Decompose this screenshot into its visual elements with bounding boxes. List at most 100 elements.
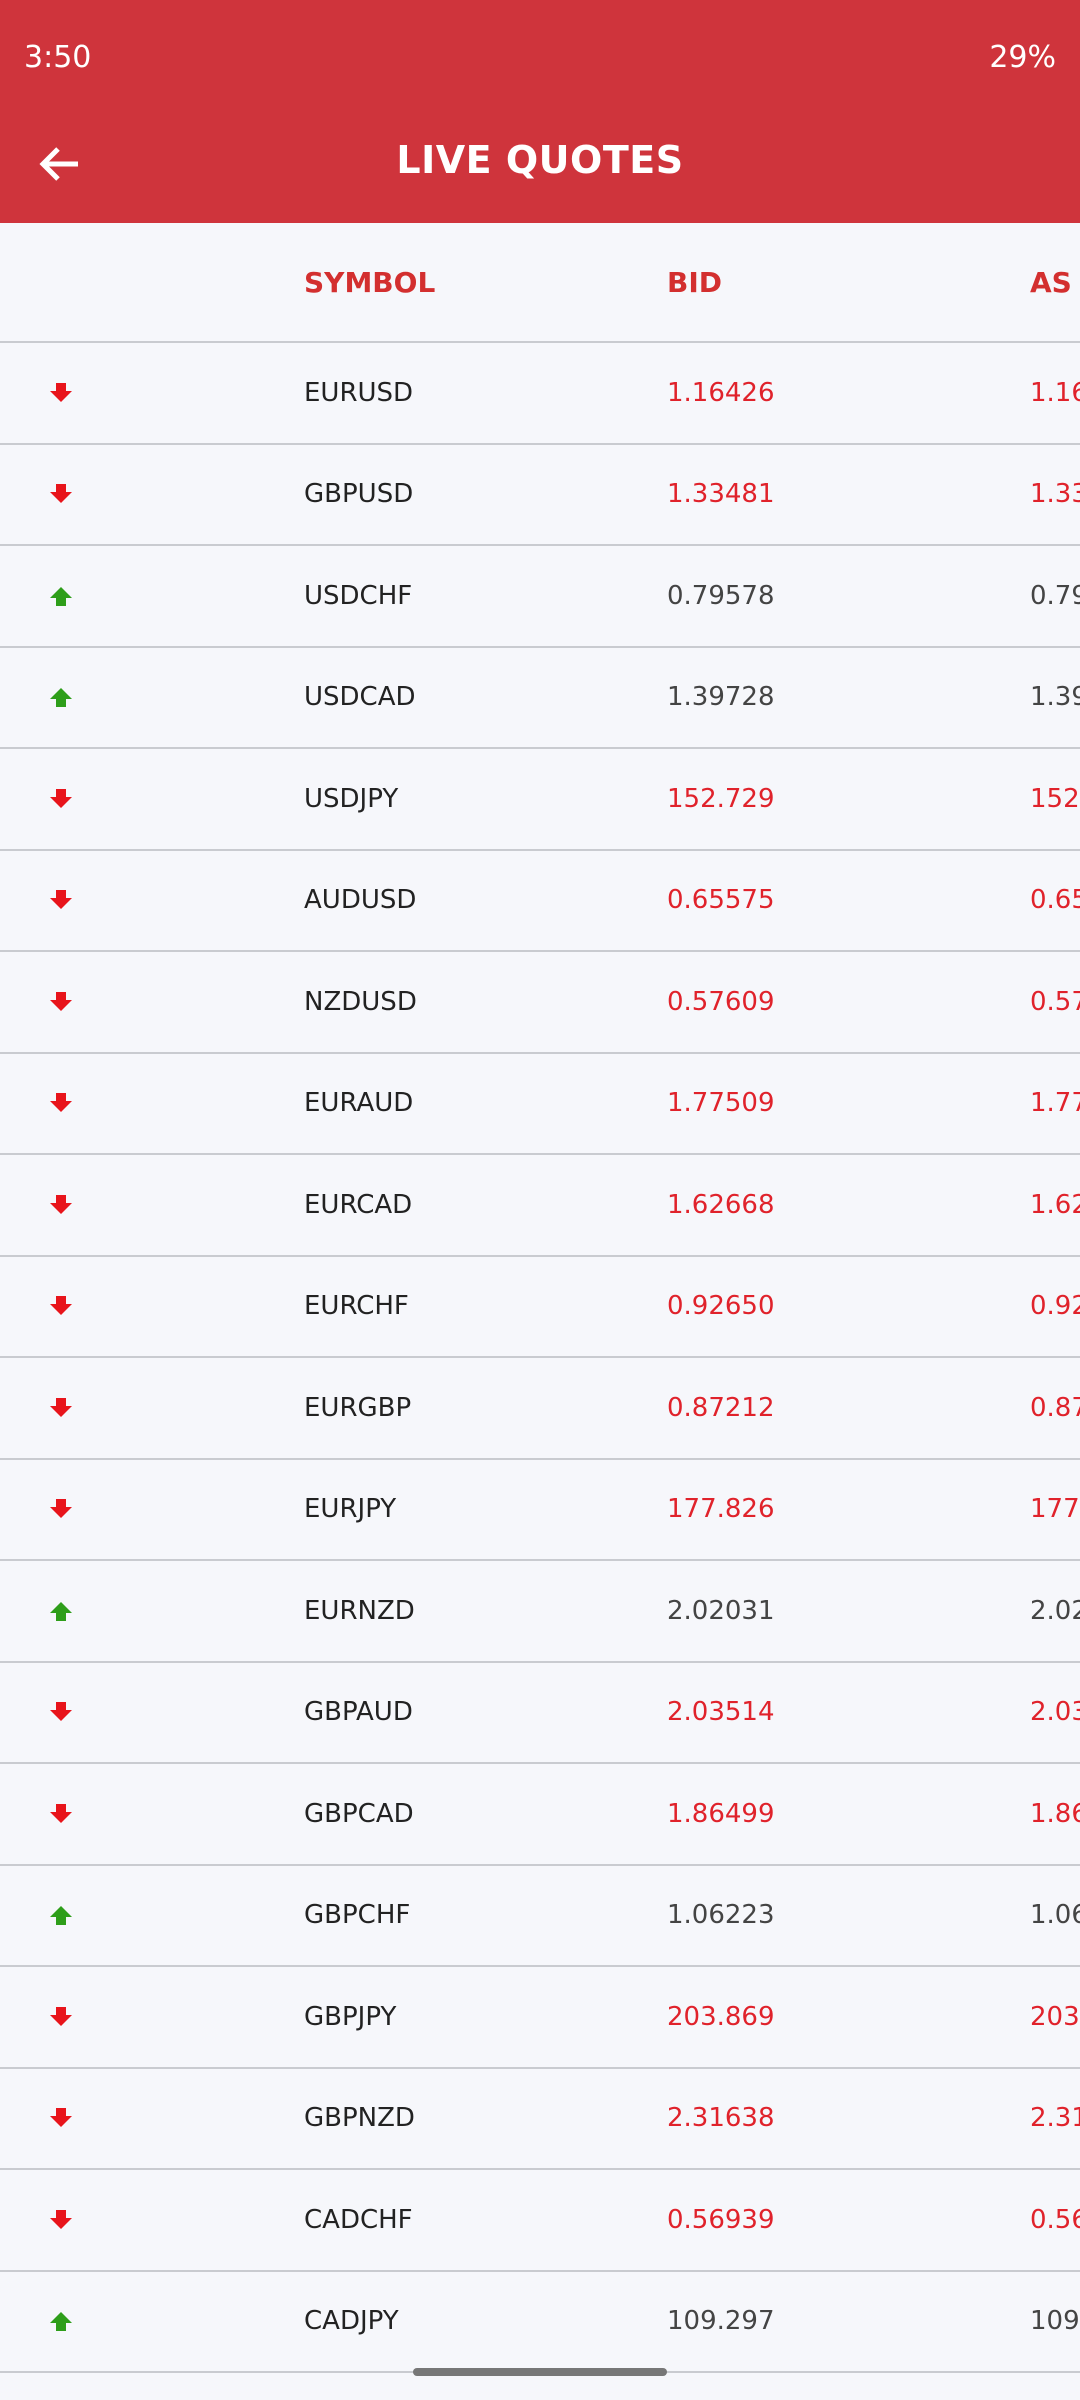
quote-row[interactable]: USDCHF 0.79578 0.79 xyxy=(0,546,1080,648)
ask: 1.06 xyxy=(1030,1900,1080,1931)
column-header: SYMBOL xyxy=(304,265,436,299)
direction-icon xyxy=(48,2170,74,2270)
arrow xyxy=(50,484,72,504)
quote-row[interactable]: GBPCAD 1.86499 1.86 xyxy=(0,1764,1080,1866)
bid: 1.77509 xyxy=(667,1088,775,1119)
app-bar: 3:50 29% LIVE QUOTES xyxy=(0,0,1080,223)
bid: 1.39728 xyxy=(667,682,775,713)
direction-icon xyxy=(48,1866,74,1966)
ask: 0.87 xyxy=(1030,1392,1080,1423)
symbol: GBPJPY xyxy=(304,2001,397,2032)
ask: 2.31 xyxy=(1030,2103,1080,2134)
ask: 1.62 xyxy=(1030,1189,1080,1220)
bid: 2.02031 xyxy=(667,1595,775,1626)
ask: 0.56 xyxy=(1030,2204,1080,2235)
direction-icon xyxy=(48,445,74,545)
quote-row[interactable]: NZDUSD 0.57609 0.57 xyxy=(0,952,1080,1054)
bid: 2.31638 xyxy=(667,2103,775,2134)
symbol: GBPUSD xyxy=(304,479,414,510)
ask: 1.77 xyxy=(1030,1088,1080,1119)
quote-row[interactable]: EURAUD 1.77509 1.77 xyxy=(0,1054,1080,1155)
direction-icon xyxy=(48,1764,74,1864)
quote-row[interactable]: GBPAUD 2.03514 2.03 xyxy=(0,1663,1080,1764)
symbol: EURGBP xyxy=(304,1392,412,1423)
arrow xyxy=(50,2006,72,2026)
quote-row[interactable]: AUDUSD 0.65575 0.65 xyxy=(0,851,1080,952)
arrow xyxy=(50,991,72,1011)
symbol: EURCAD xyxy=(304,1189,413,1220)
back-button[interactable] xyxy=(38,144,82,184)
status-time: 3:50 xyxy=(24,40,92,75)
quote-row[interactable]: CADJPY 109.297 109 xyxy=(0,2272,1080,2373)
ask: 177. xyxy=(1030,1494,1080,1525)
status-battery: 29% xyxy=(989,40,1056,75)
quote-row[interactable]: EURCAD 1.62668 1.62 xyxy=(0,1155,1080,1257)
direction-icon xyxy=(48,343,74,443)
ask: 0.79 xyxy=(1030,580,1080,611)
arrow xyxy=(50,890,72,910)
quote-row[interactable]: EURNZD 2.02031 2.02 xyxy=(0,1561,1080,1663)
arrow xyxy=(50,2209,72,2229)
ask: 109 xyxy=(1030,2306,1080,2337)
symbol: NZDUSD xyxy=(304,986,417,1017)
quote-row[interactable]: EURJPY 177.826 177. xyxy=(0,1460,1080,1561)
direction-icon xyxy=(48,1967,74,2067)
bid: 0.56939 xyxy=(667,2204,775,2235)
bid: 0.79578 xyxy=(667,580,775,611)
column-header: BID xyxy=(667,265,723,299)
direction-icon xyxy=(48,648,74,748)
symbol: EURNZD xyxy=(304,1595,415,1626)
symbol: USDJPY xyxy=(304,783,399,814)
quote-row[interactable]: USDJPY 152.729 152. xyxy=(0,749,1080,851)
symbol: CADJPY xyxy=(304,2306,399,2337)
quote-row[interactable]: EURUSD 1.16426 1.164 xyxy=(0,343,1080,445)
arrow xyxy=(50,1803,72,1823)
ask: 2.03 xyxy=(1030,1697,1080,1728)
direction-icon xyxy=(48,749,74,849)
symbol: CADCHF xyxy=(304,2204,413,2235)
bid: 1.06223 xyxy=(667,1900,775,1931)
arrow xyxy=(50,688,72,708)
bid: 152.729 xyxy=(667,783,775,814)
bid: 1.86499 xyxy=(667,1798,775,1829)
quote-row[interactable]: GBPJPY 203.869 203 xyxy=(0,1967,1080,2069)
quotes-table: SYMBOL BID AS EURUSD 1.16426 1.164 GBPUSD 1.334… xyxy=(0,223,1080,2373)
symbol: GBPNZD xyxy=(304,2103,415,2134)
ask: 152. xyxy=(1030,783,1080,814)
ask: 1.39 xyxy=(1030,682,1080,713)
arrow xyxy=(50,1702,72,1722)
ask: 203 xyxy=(1030,2001,1080,2032)
arrow xyxy=(50,382,72,402)
direction-icon xyxy=(48,1155,74,1255)
quote-row[interactable]: GBPNZD 2.31638 2.31 xyxy=(0,2069,1080,2170)
bid: 0.57609 xyxy=(667,986,775,1017)
ask: 1.164 xyxy=(1030,377,1080,408)
quote-row[interactable]: GBPUSD 1.33481 1.33 xyxy=(0,445,1080,546)
direction-icon xyxy=(48,1358,74,1458)
symbol: GBPAUD xyxy=(304,1697,413,1728)
quote-row[interactable]: CADCHF 0.56939 0.56 xyxy=(0,2170,1080,2272)
quote-row[interactable]: USDCAD 1.39728 1.39 xyxy=(0,648,1080,749)
quote-row[interactable]: EURGBP 0.87212 0.87 xyxy=(0,1358,1080,1460)
arrow xyxy=(50,1296,72,1316)
ask: 1.86 xyxy=(1030,1798,1080,1829)
direction-icon xyxy=(48,851,74,951)
arrow xyxy=(50,1906,72,1926)
symbol: USDCAD xyxy=(304,682,416,713)
symbol: EURAUD xyxy=(304,1088,414,1119)
ask: 2.02 xyxy=(1030,1595,1080,1626)
ask: 0.65 xyxy=(1030,885,1080,916)
symbol: USDCHF xyxy=(304,580,413,611)
quote-row[interactable]: EURCHF 0.92650 0.92 xyxy=(0,1257,1080,1358)
arrow xyxy=(50,1194,72,1214)
direction-icon xyxy=(48,2272,74,2372)
direction-icon xyxy=(48,546,74,646)
ask: 1.33 xyxy=(1030,479,1080,510)
symbol: GBPCHF xyxy=(304,1900,411,1931)
table-header: SYMBOL BID AS xyxy=(0,223,1080,343)
quote-row[interactable]: GBPCHF 1.06223 1.06 xyxy=(0,1866,1080,1967)
ask: 0.57 xyxy=(1030,986,1080,1017)
symbol: EURJPY xyxy=(304,1494,397,1525)
column-header: AS xyxy=(1030,265,1072,299)
